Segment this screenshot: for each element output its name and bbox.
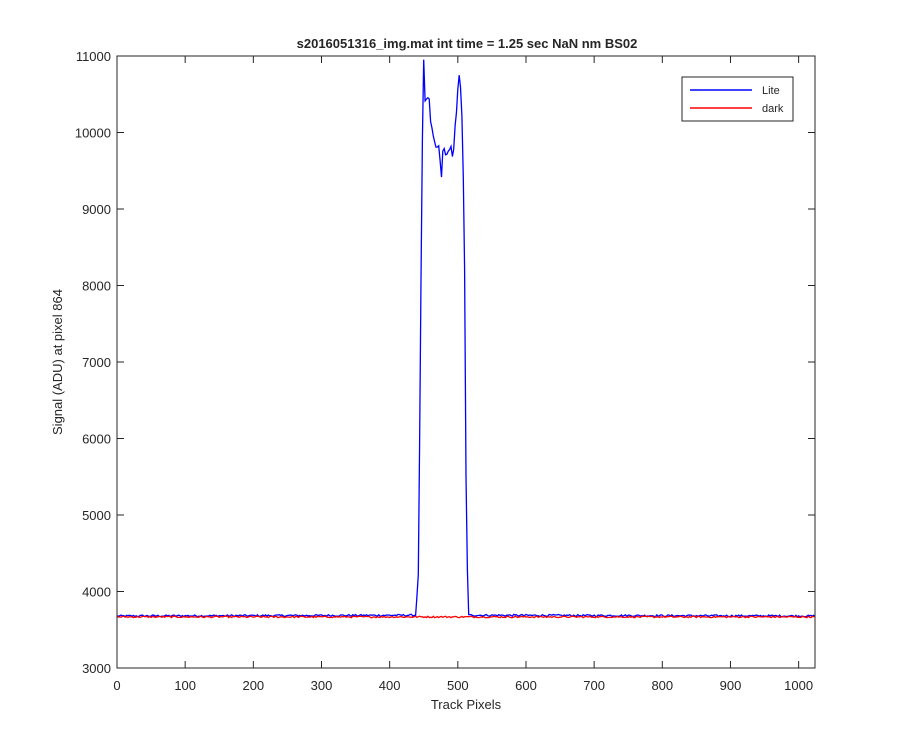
y-tick-label: 10000 [75,126,111,141]
legend: Lite dark [681,76,794,122]
x-tick-label: 0 [113,678,120,693]
y-tick-label: 4000 [82,585,111,600]
plot-series [116,59,816,619]
series-line-lite [116,59,816,618]
y-tick-label: 9000 [82,202,111,217]
x-axis-ticks: 0 100 200 300 400 500 600 700 800 900 1000 [113,56,813,693]
x-tick-label: 1000 [784,678,813,693]
x-tick-label: 500 [447,678,469,693]
x-axis-label: Track Pixels [431,697,502,712]
y-tick-label: 11000 [76,49,111,64]
y-tick-label: 7000 [82,355,111,370]
x-tick-label: 300 [311,678,333,693]
x-tick-label: 400 [379,678,401,693]
y-axis-ticks: 3000 4000 5000 6000 7000 8000 9000 10000 11000 [75,49,815,676]
y-tick-label: 5000 [82,508,111,523]
chart-title: s2016051316_img.mat int time = 1.25 sec … [297,36,638,51]
x-tick-label: 700 [583,678,605,693]
x-tick-label: 200 [242,678,264,693]
x-tick-label: 600 [515,678,537,693]
legend-label-dark: dark [762,103,784,115]
plot-area-frame [116,55,816,669]
y-tick-label: 8000 [82,279,111,294]
y-tick-label: 3000 [82,661,111,676]
x-tick-label: 800 [651,678,673,693]
x-tick-label: 900 [720,678,742,693]
series-line-dark [116,615,816,619]
y-axis-label: Signal (ADU) at pixel 864 [50,289,65,435]
y-tick-label: 6000 [82,432,111,447]
legend-box [681,76,794,122]
x-tick-label: 100 [174,678,196,693]
legend-label-lite: Lite [762,85,780,97]
